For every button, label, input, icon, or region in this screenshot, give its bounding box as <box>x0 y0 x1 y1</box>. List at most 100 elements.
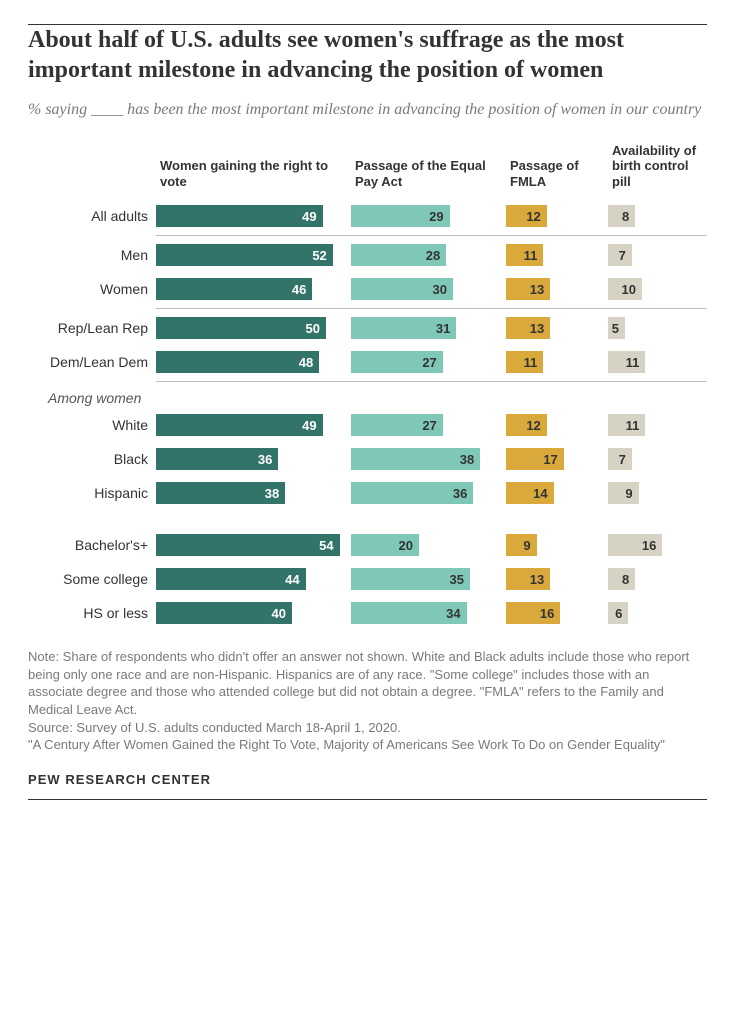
section-label: Among women <box>28 390 707 406</box>
bar-cell: 16 <box>506 596 608 630</box>
data-row: Women46301310 <box>28 272 707 306</box>
row-label: Dem/Lean Dem <box>28 354 156 370</box>
bar-cell: 27 <box>351 408 506 442</box>
data-row: HS or less4034166 <box>28 596 707 630</box>
chart-subtitle: % saying ____ has been the most importan… <box>28 99 707 121</box>
column-header: Passage of the Equal Pay Act <box>351 158 506 189</box>
bar-cell: 40 <box>156 596 351 630</box>
bar: 36 <box>156 448 278 470</box>
bar-cell: 44 <box>156 562 351 596</box>
bar: 10 <box>608 278 642 300</box>
row-label: HS or less <box>28 605 156 621</box>
data-row: Dem/Lean Dem48 27 1111 <box>28 345 707 379</box>
bar-cell: 27 <box>351 345 506 379</box>
bar-cell: 11 <box>506 238 608 272</box>
bar: 40 <box>156 602 292 624</box>
bar-cell: 38 <box>156 476 351 510</box>
bar: 14 <box>506 482 554 504</box>
bar-cell: 52 <box>156 238 351 272</box>
bar: 6 <box>608 602 628 624</box>
bar: 12 <box>506 414 547 436</box>
data-row: All adults4929128 <box>28 199 707 233</box>
bar: 13 <box>506 278 550 300</box>
bar-cell: 8 <box>608 562 703 596</box>
bar: 8 <box>608 568 635 590</box>
bar: 9 <box>608 482 639 504</box>
data-row: White49 27 12 11 <box>28 408 707 442</box>
bar: 13 <box>506 317 550 339</box>
bar-cell: 11 <box>608 345 703 379</box>
subtitle-post: has been the most important milestone in… <box>123 101 701 118</box>
bar-cell: 48 <box>156 345 351 379</box>
bar: 27 <box>351 351 443 373</box>
bar-cell: 13 <box>506 311 608 345</box>
bar: 20 <box>351 534 419 556</box>
bar: 48 <box>156 351 319 373</box>
bar-cell: 36 <box>351 476 506 510</box>
data-row: Men52 2811 7 <box>28 238 707 272</box>
bar: 36 <box>351 482 473 504</box>
chart-rows: All adults4929128Men5228117Women46301310… <box>28 199 707 630</box>
bar-cell: 11 <box>506 345 608 379</box>
bar: 44 <box>156 568 306 590</box>
subtitle-blank: ____ <box>91 101 123 118</box>
row-label: Bachelor's+ <box>28 537 156 553</box>
bar: 13 <box>506 568 550 590</box>
bar-cell: 6 <box>608 596 703 630</box>
bar: 7 <box>608 448 632 470</box>
bar-cell: 12 <box>506 408 608 442</box>
bar: 17 <box>506 448 564 470</box>
bar: 50 <box>156 317 326 339</box>
bar: 30 <box>351 278 453 300</box>
bar: 54 <box>156 534 340 556</box>
bar-cell: 38 <box>351 442 506 476</box>
footer-attribution: PEW RESEARCH CENTER <box>28 772 707 800</box>
bar: 38 <box>156 482 285 504</box>
bar-cell: 11 <box>608 408 703 442</box>
group-divider <box>156 235 707 236</box>
row-label: White <box>28 417 156 433</box>
bar-cell: 46 <box>156 272 351 306</box>
subtitle-pre: % saying <box>28 101 91 118</box>
bar-cell: 9 <box>506 528 608 562</box>
group-gap <box>28 510 707 528</box>
bar-cell: 14 <box>506 476 608 510</box>
bar: 27 <box>351 414 443 436</box>
bar: 11 <box>506 244 543 266</box>
bar: 49 <box>156 205 323 227</box>
bar-cell: 7 <box>608 442 703 476</box>
data-row: Black36 38 17 7 <box>28 442 707 476</box>
bar: 49 <box>156 414 323 436</box>
group-divider <box>156 308 707 309</box>
bar-cell: 9 <box>608 476 703 510</box>
bar: 11 <box>608 414 645 436</box>
bar: 9 <box>506 534 537 556</box>
chart-note: Note: Share of respondents who didn't of… <box>28 648 707 753</box>
data-row: Some college4435138 <box>28 562 707 596</box>
bar-cell: 20 <box>351 528 506 562</box>
column-header: Availability of birth control pill <box>608 143 703 190</box>
bar: 11 <box>608 351 645 373</box>
data-row: Bachelor's+54 20 9 16 <box>28 528 707 562</box>
bar: 5 <box>608 317 625 339</box>
bar-cell: 17 <box>506 442 608 476</box>
bar: 8 <box>608 205 635 227</box>
bar-cell: 7 <box>608 238 703 272</box>
bar-cell: 31 <box>351 311 506 345</box>
bar: 38 <box>351 448 480 470</box>
bar-cell: 8 <box>608 199 703 233</box>
bar: 29 <box>351 205 450 227</box>
bar-cell: 50 <box>156 311 351 345</box>
row-label: Men <box>28 247 156 263</box>
bar-cell: 49 <box>156 199 351 233</box>
bar-cell: 54 <box>156 528 351 562</box>
bar: 12 <box>506 205 547 227</box>
bar: 7 <box>608 244 632 266</box>
bar-cell: 30 <box>351 272 506 306</box>
column-header: Women gaining the right to vote <box>156 158 351 189</box>
bar-cell: 28 <box>351 238 506 272</box>
bar-cell: 16 <box>608 528 703 562</box>
bar: 46 <box>156 278 312 300</box>
bar: 52 <box>156 244 333 266</box>
row-label: Black <box>28 451 156 467</box>
